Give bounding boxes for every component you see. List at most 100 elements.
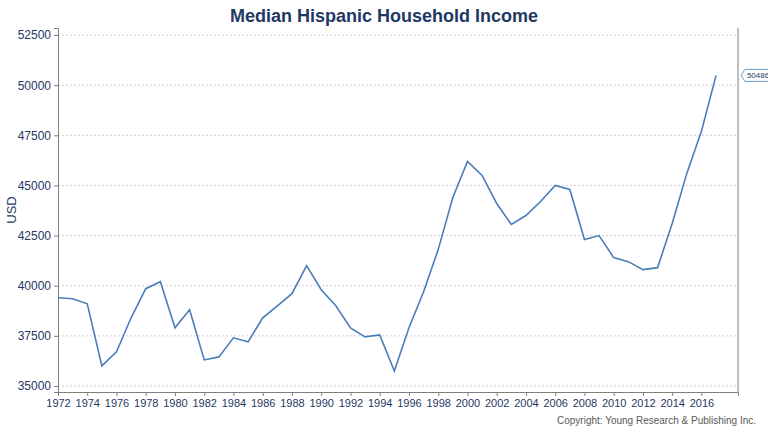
x-tick-label: 1978 [134, 397, 158, 409]
y-tick-label: 40000 [18, 279, 52, 293]
x-tick-mark [409, 392, 410, 396]
x-tick-label: 1990 [309, 397, 333, 409]
x-tick-label: 2014 [660, 397, 684, 409]
y-tick-label: 50000 [18, 78, 52, 92]
x-tick-mark [643, 392, 644, 396]
y-tick-label: 37500 [18, 329, 52, 343]
y-tick-mark [54, 85, 58, 86]
x-tick-label: 2008 [573, 397, 597, 409]
x-tick: 2004 [514, 392, 538, 409]
y-axis-line [54, 29, 59, 393]
caption: Copyright: Young Research & Publishing I… [557, 415, 756, 426]
x-tick: 2008 [573, 392, 597, 409]
grid [58, 35, 738, 386]
x-tick-label: 1986 [251, 397, 275, 409]
grid-line [58, 35, 738, 36]
x-tick-mark [263, 392, 264, 396]
x-tick-mark [233, 392, 234, 396]
x-tick-label: 1988 [280, 397, 304, 409]
x-tick: 2000 [456, 392, 480, 409]
y-tick-label: 52500 [18, 28, 52, 42]
x-axis: 1972 1974 1976 1978 1980 1982 1984 1986 1988 1990… [46, 392, 738, 409]
x-tick: 1980 [163, 392, 187, 409]
x-tick-mark [321, 392, 322, 396]
chart: Median Hispanic Household Income35000375… [0, 0, 768, 432]
x-tick: 2014 [660, 392, 684, 409]
end-label-box [741, 69, 768, 81]
x-tick-mark [292, 392, 293, 396]
x-tick-label: 1974 [76, 397, 100, 409]
x-tick: 1986 [251, 392, 275, 409]
y-tick: 42500 [18, 229, 58, 243]
x-tick-mark [58, 392, 59, 396]
plot-area [58, 75, 716, 371]
y-tick-mark [54, 336, 58, 337]
x-tick: 2002 [485, 392, 509, 409]
frame-right [738, 28, 739, 392]
y-tick-label: 42500 [18, 229, 52, 243]
x-tick: 2006 [543, 392, 567, 409]
x-tick: 2010 [602, 392, 626, 409]
grid-line [58, 135, 738, 136]
x-tick: 2016 [690, 392, 714, 409]
y-tick: 40000 [18, 279, 58, 293]
x-tick: 1996 [397, 392, 421, 409]
x-tick-mark [87, 392, 88, 396]
x-tick: 1984 [222, 392, 246, 409]
y-tick: 52500 [18, 28, 58, 42]
x-tick: 1990 [309, 392, 333, 409]
y-tick-mark [54, 185, 58, 186]
y-tick: 45000 [18, 179, 58, 193]
x-tick-mark [555, 392, 556, 396]
end-label-text: 50486 [747, 71, 768, 80]
y-tick-label: 35000 [18, 379, 52, 393]
y-tick: 35000 [18, 379, 58, 393]
x-tick-mark [526, 392, 527, 396]
grid-line [58, 285, 738, 286]
x-tick-label: 2012 [631, 397, 655, 409]
x-tick-mark [497, 392, 498, 396]
y-tick-mark [54, 135, 58, 136]
x-tick: 1978 [134, 392, 158, 409]
x-axis-line [59, 393, 739, 397]
y-tick-mark [54, 286, 58, 287]
x-tick-mark [614, 392, 615, 396]
x-tick-label: 2016 [690, 397, 714, 409]
x-tick-label: 1998 [426, 397, 450, 409]
x-tick-label: 1994 [368, 397, 392, 409]
x-tick-label: 2000 [456, 397, 480, 409]
x-tick-label: 2004 [514, 397, 538, 409]
x-tick-label: 1984 [222, 397, 246, 409]
x-tick-mark [701, 392, 702, 396]
x-tick-label: 1980 [163, 397, 187, 409]
x-tick-label: 1992 [339, 397, 363, 409]
y-tick-mark [54, 236, 58, 237]
x-tick-mark [146, 392, 147, 396]
y-tick: 37500 [18, 329, 58, 343]
x-tick: 1976 [105, 392, 129, 409]
x-tick-label: 1972 [46, 397, 70, 409]
x-tick-label: 2002 [485, 397, 509, 409]
y-label: USD [4, 196, 19, 223]
x-tick-label: 2006 [543, 397, 567, 409]
x-tick: 1988 [280, 392, 304, 409]
x-tick: 1994 [368, 392, 392, 409]
end-label: 50486 [741, 69, 768, 81]
x-tick-mark [467, 392, 468, 396]
y-tick-mark [54, 386, 58, 387]
x-tick-mark [116, 392, 117, 396]
x-tick-mark [584, 392, 585, 396]
y-axis: 35000 37500 40000 42500 45000 47500 50000 52500 [18, 28, 59, 393]
grid-line [58, 85, 738, 86]
x-tick-mark [672, 392, 673, 396]
x-tick-label: 1982 [192, 397, 216, 409]
x-tick-mark [204, 392, 205, 396]
x-tick: 1974 [76, 392, 100, 409]
income-line [58, 75, 716, 371]
x-tick-label: 2010 [602, 397, 626, 409]
x-tick-mark [175, 392, 176, 396]
y-tick: 50000 [18, 78, 58, 92]
y-tick-label: 47500 [18, 129, 52, 143]
x-tick-label: 1976 [105, 397, 129, 409]
grid-line [58, 335, 738, 336]
